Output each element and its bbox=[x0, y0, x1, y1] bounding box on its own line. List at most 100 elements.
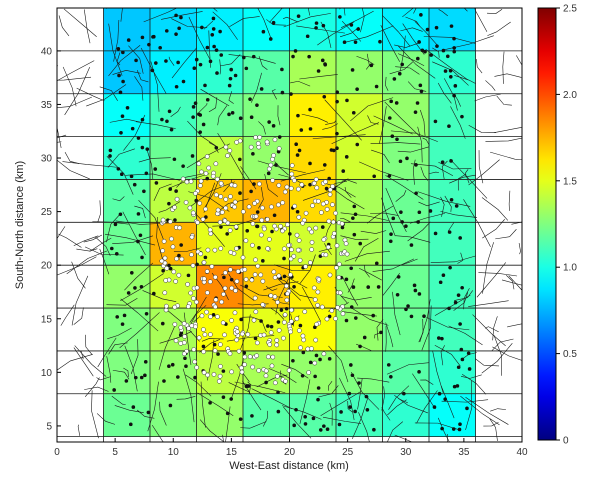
station-point bbox=[164, 29, 169, 33]
road-segment bbox=[378, 106, 387, 144]
road-segment bbox=[483, 422, 499, 427]
road-segment bbox=[392, 291, 401, 336]
station-point bbox=[335, 99, 339, 104]
station-point bbox=[449, 159, 453, 163]
station-point-central bbox=[214, 176, 220, 182]
station-point-central bbox=[334, 265, 339, 271]
station-point bbox=[252, 182, 256, 186]
station-point-central bbox=[168, 219, 173, 225]
heatmap-cell bbox=[196, 50, 243, 94]
road-segment bbox=[199, 339, 220, 353]
station-point bbox=[447, 230, 452, 234]
road-segment bbox=[277, 105, 281, 126]
road-segment bbox=[359, 267, 382, 281]
road-segment bbox=[151, 424, 164, 442]
road-segment bbox=[124, 345, 138, 392]
station-point bbox=[322, 163, 327, 167]
station-point-central bbox=[281, 246, 287, 252]
station-point-central bbox=[313, 177, 319, 182]
road-segment bbox=[485, 137, 522, 142]
road-segment bbox=[418, 201, 440, 207]
station-point-central bbox=[313, 225, 319, 231]
road-segment bbox=[481, 197, 509, 221]
road-segment bbox=[57, 159, 90, 180]
station-point bbox=[340, 225, 345, 230]
road-segment bbox=[159, 331, 192, 344]
station-point bbox=[413, 110, 418, 114]
station-point bbox=[164, 59, 168, 63]
station-point bbox=[251, 54, 256, 59]
station-point bbox=[320, 225, 325, 229]
station-point bbox=[345, 98, 349, 103]
station-point-central bbox=[192, 359, 198, 365]
station-point-central bbox=[327, 187, 333, 193]
station-point-central bbox=[314, 185, 320, 191]
station-point-central bbox=[268, 162, 274, 168]
station-point bbox=[459, 347, 464, 352]
road-segment bbox=[258, 186, 264, 209]
station-point-central bbox=[202, 332, 208, 337]
station-point bbox=[291, 359, 295, 363]
station-point bbox=[379, 330, 383, 335]
station-point bbox=[292, 423, 296, 428]
station-point-central bbox=[229, 285, 235, 291]
road-segment bbox=[107, 327, 132, 340]
road-segment bbox=[283, 16, 299, 23]
station-point bbox=[449, 74, 453, 79]
station-point bbox=[440, 160, 445, 165]
road-segment bbox=[339, 377, 355, 420]
station-point-central bbox=[257, 181, 262, 187]
station-point-central bbox=[194, 285, 200, 291]
road-segment bbox=[430, 255, 476, 263]
station-point-central bbox=[197, 200, 202, 206]
station-point-central bbox=[203, 171, 209, 176]
y-tick-label: 15 bbox=[41, 314, 53, 325]
station-point bbox=[314, 353, 319, 358]
station-point-central bbox=[309, 240, 315, 245]
x-tick-label: 30 bbox=[400, 447, 412, 458]
station-point-central bbox=[309, 247, 314, 252]
station-point bbox=[249, 189, 253, 194]
station-point bbox=[238, 116, 243, 121]
station-point bbox=[344, 155, 349, 159]
station-point-central bbox=[218, 180, 224, 186]
station-point bbox=[121, 79, 125, 84]
station-point bbox=[270, 229, 274, 234]
station-point bbox=[389, 232, 393, 236]
station-point bbox=[214, 48, 219, 52]
road-segment bbox=[501, 279, 522, 286]
station-point bbox=[289, 92, 293, 96]
station-point-central bbox=[300, 220, 306, 226]
station-point bbox=[167, 109, 172, 114]
road-segment bbox=[492, 346, 522, 361]
station-point bbox=[134, 58, 138, 63]
station-point bbox=[197, 112, 201, 116]
road-segment bbox=[490, 408, 506, 412]
road-segment bbox=[219, 59, 221, 75]
road-segment bbox=[124, 262, 154, 291]
station-point-central bbox=[159, 258, 165, 264]
station-point-central bbox=[275, 299, 280, 305]
y-tick-label: 10 bbox=[41, 368, 53, 379]
road-segment bbox=[402, 23, 425, 55]
road-segment bbox=[495, 229, 517, 240]
colorbar-gradient bbox=[537, 7, 557, 441]
station-point bbox=[324, 186, 329, 191]
road-segment bbox=[57, 96, 92, 108]
road-segment bbox=[63, 8, 97, 38]
station-point bbox=[133, 286, 137, 290]
road-segment bbox=[363, 265, 370, 278]
heatmap-cell bbox=[382, 265, 429, 309]
station-point bbox=[425, 27, 430, 32]
station-point bbox=[404, 307, 408, 312]
road-segment bbox=[60, 304, 75, 326]
station-point bbox=[350, 373, 355, 378]
station-point bbox=[138, 233, 143, 238]
station-point-central bbox=[301, 337, 306, 343]
station-point bbox=[349, 363, 353, 367]
station-point bbox=[458, 422, 462, 427]
station-point bbox=[244, 66, 249, 71]
station-point-central bbox=[196, 161, 202, 167]
road-segment bbox=[116, 52, 121, 66]
road-segment bbox=[394, 434, 413, 442]
